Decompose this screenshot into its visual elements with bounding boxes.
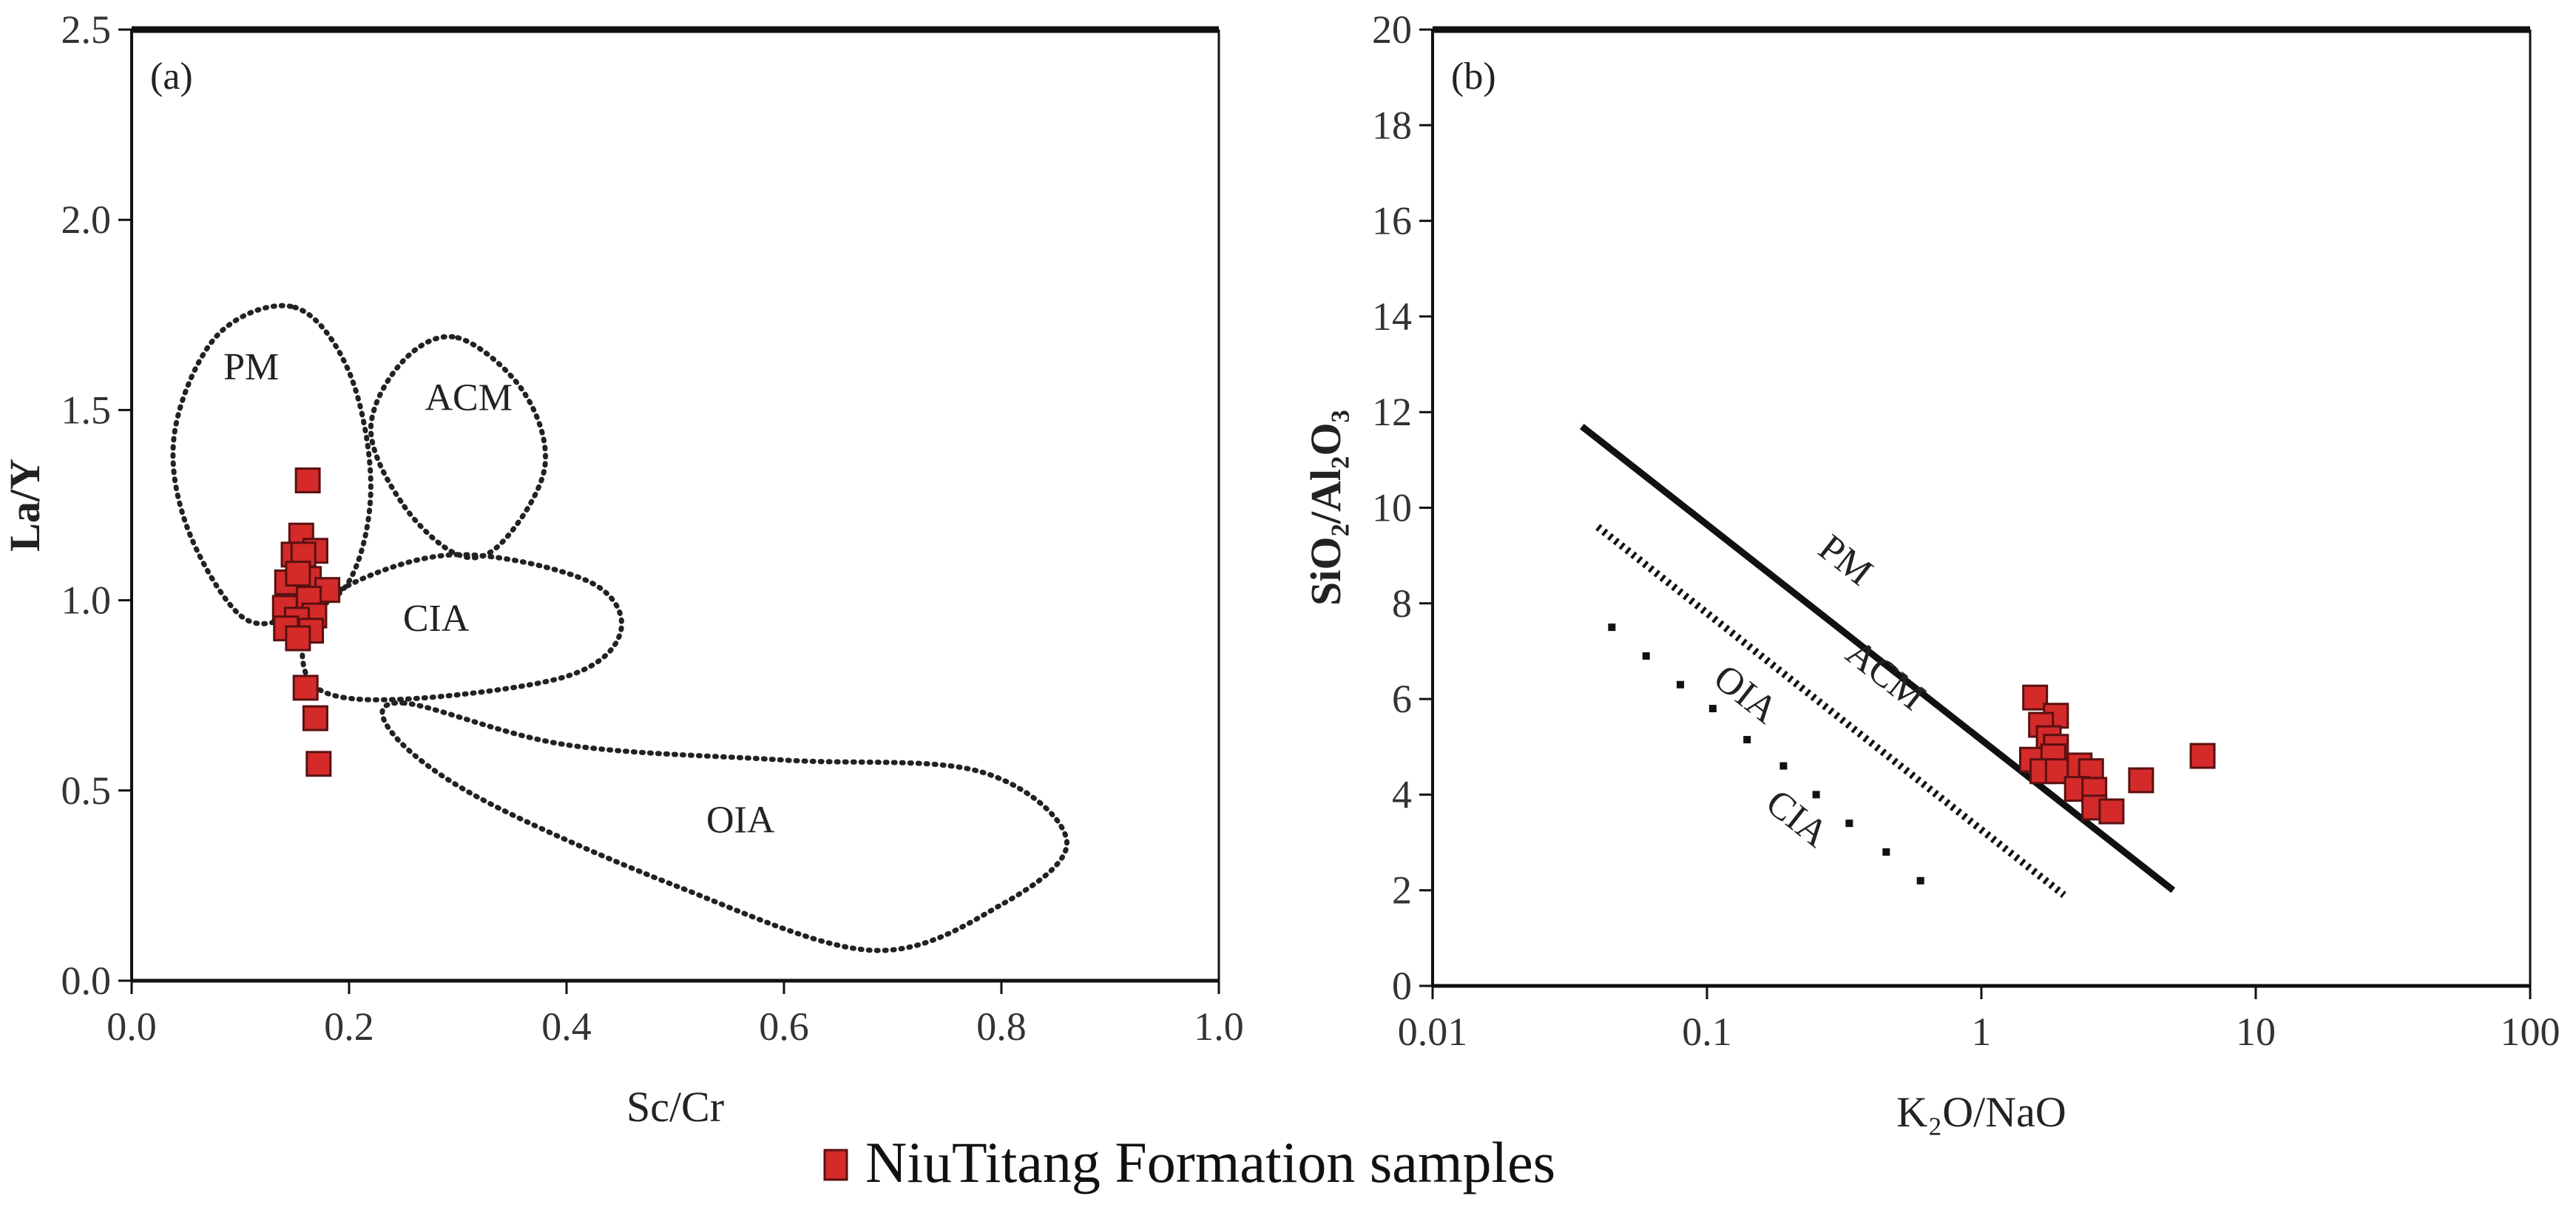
y-tick-label: 0.0 (61, 959, 112, 1003)
y-tick-label: 14 (1372, 294, 1412, 339)
field-label-acm: ACM (1838, 632, 1933, 719)
x-tick-label: 1 (1972, 1010, 1992, 1054)
sample-point (294, 467, 321, 494)
boundary-dot-cia (1743, 736, 1751, 744)
y-tick-label: 0.5 (61, 768, 112, 813)
y-tick-label: 8 (1392, 581, 1412, 626)
panel-label: (b) (1451, 55, 1496, 98)
sample-point (302, 705, 328, 731)
y-tick-label: 20 (1372, 7, 1412, 52)
field-label-oia: OIA (706, 799, 775, 841)
sample-point (2022, 684, 2049, 711)
sample-point (2189, 743, 2216, 769)
field-label-pm: PM (1811, 527, 1880, 594)
sample-point (285, 625, 311, 652)
legend-marker (823, 1149, 848, 1181)
x-tick-label: 10 (2236, 1010, 2276, 1054)
sample-point (2128, 767, 2154, 794)
boundary-dot-cia (1608, 623, 1616, 632)
y-tick-label: 18 (1372, 103, 1412, 147)
legend-label: NiuTitang Formation samples (865, 1130, 1555, 1194)
y-tick-label: 10 (1372, 486, 1412, 530)
sample-point (292, 675, 319, 701)
x-tick-label: 0.01 (1398, 1010, 1468, 1054)
boundary-dot-cia (1677, 680, 1685, 689)
boundary-dot-cia (1642, 652, 1650, 660)
field-outline-pm (170, 302, 373, 626)
y-tick-label: 2.0 (61, 197, 112, 242)
field-label-pm: PM (223, 346, 279, 388)
y-tick-label: 1.5 (61, 388, 112, 432)
panel-label: (a) (150, 55, 193, 98)
y-tick-label: 4 (1392, 772, 1412, 817)
y-tick-label: 2 (1392, 868, 1412, 913)
x-tick-label: 0.1 (1682, 1010, 1732, 1054)
y-tick-label: 1.0 (61, 578, 112, 623)
x-tick-label: 0.4 (541, 1004, 592, 1049)
x-tick-label: 0.0 (107, 1004, 157, 1049)
panel-a: 0.0 0.2 0.4 0.6 0.8 1.0 0.0 0.5 1.0 1.5 2.0 2.5 (a) S… (1, 7, 1244, 1131)
panel-b: 0.01 0.1 1 10 100 0 2 4 6 8 10 12 14 16 18 20 (b) K₂O/NaO… (1302, 7, 2560, 1136)
x-tick-label: 1.0 (1194, 1004, 1244, 1049)
sample-point (305, 751, 332, 777)
field-label-cia: CIA (403, 598, 470, 640)
y-tick-label: 2.5 (61, 7, 112, 52)
legend: NiuTitang Formation samples (823, 1130, 1555, 1194)
boundary-dot-cia (1779, 762, 1788, 770)
x-tick-label: 0.2 (324, 1004, 374, 1049)
x-axis-label: K₂O/NaO (1896, 1088, 2066, 1136)
y-tick-label: 12 (1372, 390, 1412, 434)
boundary-dot-cia (1916, 876, 1924, 885)
x-tick-label: 100 (2501, 1010, 2560, 1054)
boundary-line-acm (1595, 524, 2066, 899)
boundary-line-pm (1580, 424, 2176, 893)
x-axis-label: Sc/Cr (626, 1083, 724, 1131)
y-tick-label: 0 (1392, 964, 1412, 1008)
boundary-dot-cia (1708, 705, 1717, 713)
y-axis-label: La/Y (1, 459, 49, 552)
boundary-dot-cia (1845, 819, 1853, 828)
y-tick-label: 6 (1392, 677, 1412, 721)
boundary-dot-cia (1812, 791, 1820, 799)
field-label-oia: OIA (1706, 657, 1786, 732)
sample-point (285, 561, 311, 587)
x-tick-label: 0.8 (976, 1004, 1027, 1049)
field-label-cia: CIA (1758, 782, 1836, 856)
field-label-acm: ACM (425, 376, 512, 419)
y-tick-label: 16 (1372, 199, 1412, 243)
x-tick-label: 0.6 (759, 1004, 809, 1049)
field-outline-oia (379, 700, 1069, 953)
y-axis-label: SiO₂/Al₂O₃ (1302, 410, 1350, 606)
sample-point (2098, 798, 2125, 825)
field-outline-acm (368, 334, 548, 561)
boundary-dot-cia (1882, 848, 1890, 856)
